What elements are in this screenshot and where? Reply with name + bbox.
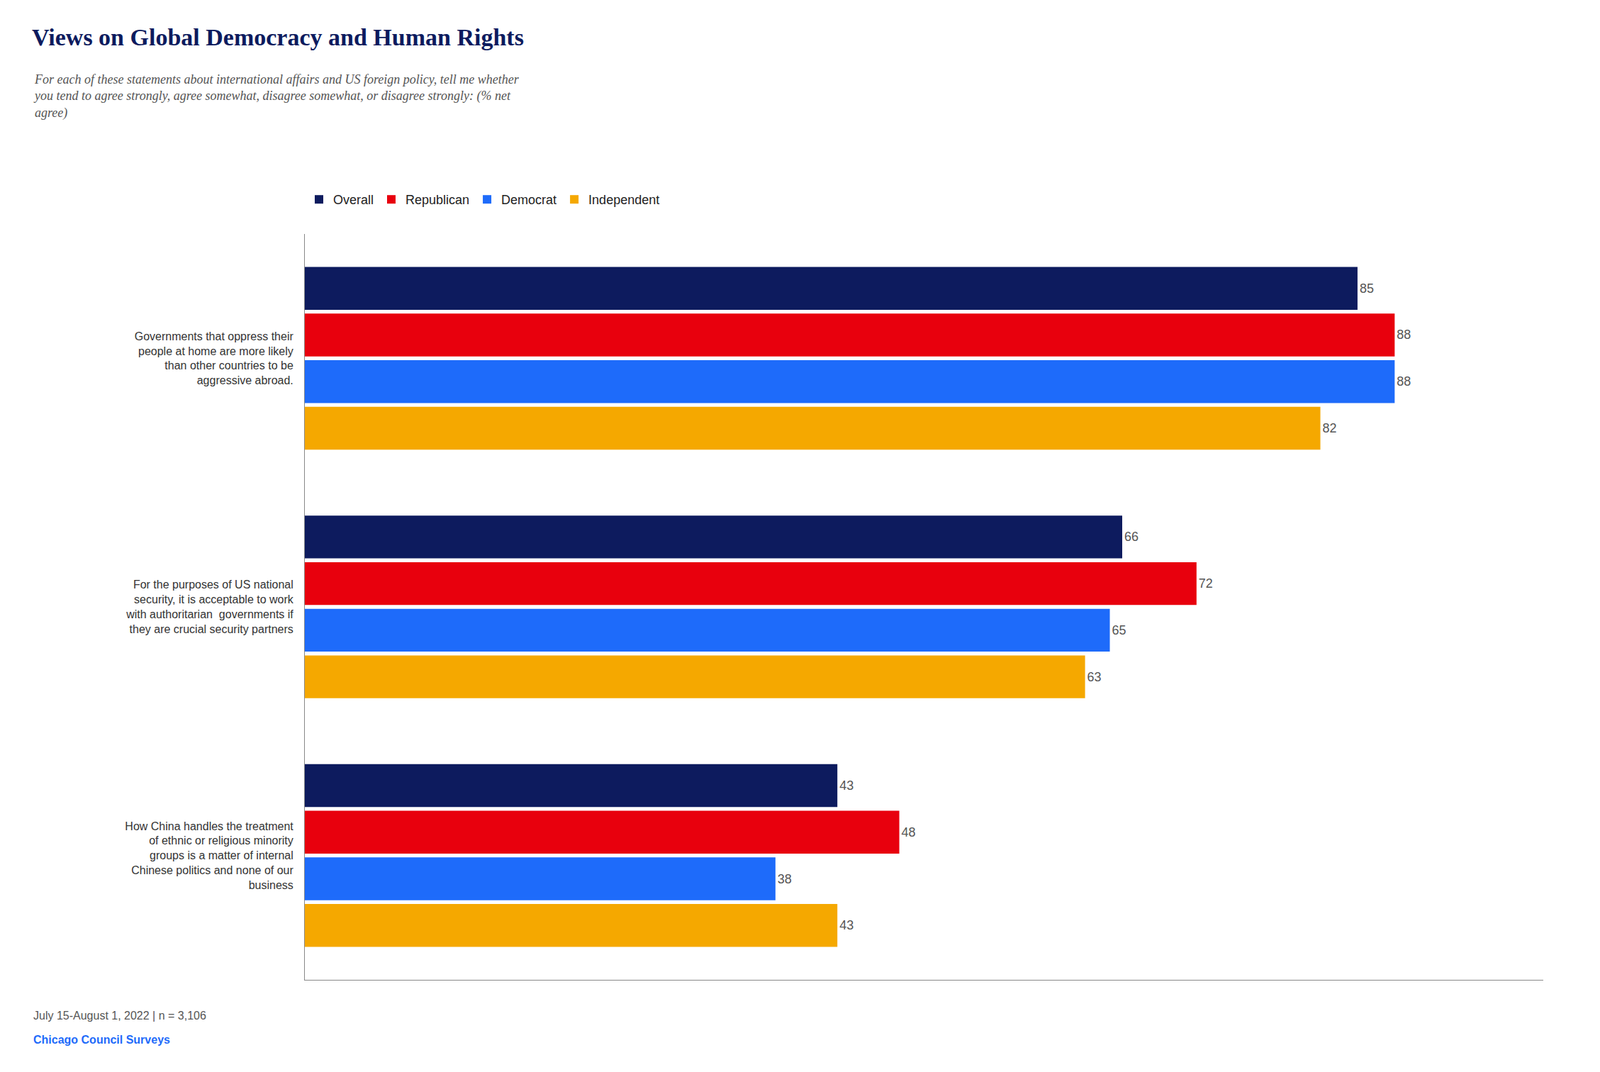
svg-text:For the purposes of US nationa: For the purposes of US nationalsecurity,…: [125, 578, 295, 635]
svg-text:For each of these statements a: For each of these statements about inter…: [33, 72, 520, 121]
svg-text:82: 82: [1322, 421, 1337, 436]
svg-text:Overall: Overall: [333, 192, 374, 208]
svg-text:85: 85: [1359, 281, 1374, 296]
svg-text:66: 66: [1124, 529, 1139, 544]
svg-text:43: 43: [839, 778, 854, 793]
svg-text:43: 43: [839, 918, 854, 933]
svg-text:Democrat: Democrat: [501, 192, 557, 208]
svg-text:72: 72: [1198, 576, 1213, 591]
svg-text:88: 88: [1396, 374, 1411, 389]
svg-text:Chicago Council Surveys: Chicago Council Surveys: [33, 1033, 171, 1046]
svg-text:July 15-August 1, 2022 | n = 3: July 15-August 1, 2022 | n = 3,106: [33, 1009, 207, 1022]
svg-text:88: 88: [1396, 327, 1411, 342]
svg-text:Views on Global Democracy and: Views on Global Democracy and Human Righ…: [31, 24, 524, 51]
svg-text:Independent: Independent: [588, 192, 660, 208]
svg-text:Governments that oppress their: Governments that oppress theirpeople at …: [134, 330, 295, 387]
svg-text:48: 48: [901, 825, 916, 840]
svg-text:38: 38: [777, 871, 792, 887]
svg-text:Republican: Republican: [405, 192, 470, 208]
svg-text:65: 65: [1112, 623, 1127, 638]
svg-text:63: 63: [1087, 669, 1102, 685]
svg-text:How China handles the treatmen: How China handles the treatmentof ethnic…: [124, 820, 294, 892]
